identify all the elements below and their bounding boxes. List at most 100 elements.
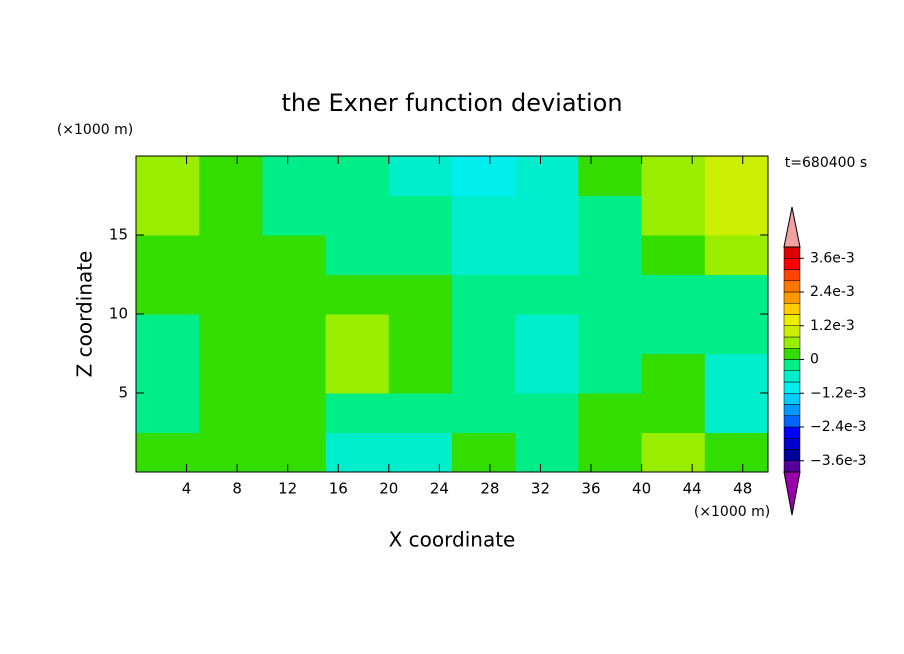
colorbar-box: [783, 246, 801, 259]
contour-cell: [199, 314, 263, 354]
contour-cell: [388, 235, 453, 275]
contour-cell: [199, 353, 263, 394]
x-tick-label: 16: [329, 480, 348, 498]
contour-cell: [388, 195, 453, 236]
contour-cell: [704, 195, 769, 236]
contour-cell: [452, 274, 516, 315]
contour-cell: [641, 314, 706, 354]
colorbar-box: [783, 404, 801, 416]
contour-cell: [136, 393, 200, 433]
contour-cell: [515, 156, 579, 196]
colorbar-box: [783, 381, 801, 394]
colorbar-extend-high: [783, 206, 801, 248]
colorbar-box: [783, 303, 801, 315]
x-tick-label: 44: [683, 480, 702, 498]
contour-cell: [515, 393, 579, 433]
colorbar-box: [783, 291, 801, 304]
contour-cell: [452, 353, 516, 394]
contour-cell: [325, 195, 390, 236]
contour-cell: [199, 195, 263, 236]
contour-cell: [452, 432, 516, 473]
colorbar-box: [783, 359, 801, 371]
contour-cell: [641, 393, 706, 433]
contour-cell: [325, 274, 390, 315]
time-label: t=680400 s: [785, 155, 867, 171]
contour-cell: [136, 235, 200, 275]
y-tick-label: 5: [118, 384, 128, 402]
contour-cell: [325, 393, 390, 433]
colorbar-box: [783, 258, 801, 270]
contour-cell: [641, 432, 706, 473]
y-axis-label: Z coordinate: [73, 251, 97, 378]
contour-cell: [199, 235, 263, 275]
contour-cell: [325, 314, 390, 354]
contour-cell: [704, 393, 769, 433]
contour-cell: [199, 432, 263, 473]
contour-cell: [578, 393, 643, 433]
colorbar-box: [783, 393, 801, 405]
x-tick-label: 28: [480, 480, 499, 498]
contour-cell: [388, 156, 453, 196]
colorbar-label: 2.4e-3: [810, 284, 855, 300]
contour-cell: [325, 353, 390, 394]
colorbar-extend-low: [783, 471, 801, 516]
contour-cell: [388, 274, 453, 315]
contour-cell: [452, 393, 516, 433]
contour-cell: [199, 274, 263, 315]
contour-cell: [515, 235, 579, 275]
y-tick-label: 10: [109, 305, 128, 323]
colorbar-label: −2.4e-3: [810, 419, 867, 435]
colorbar-box: [783, 370, 801, 383]
colorbar-box: [783, 438, 801, 450]
contour-cell: [578, 353, 643, 394]
contour-cell: [515, 353, 579, 394]
x-tick-label: 40: [632, 480, 651, 498]
x-tick-label: 48: [733, 480, 752, 498]
contour-cell: [704, 432, 769, 473]
contour-cell: [641, 353, 706, 394]
colorbar-label: 0: [810, 352, 819, 368]
contour-cell: [452, 195, 516, 236]
colorbar-box: [783, 269, 801, 281]
contour-cell: [262, 274, 327, 315]
x-axis-label: X coordinate: [389, 528, 516, 552]
contour-cell: [388, 393, 453, 433]
contour-cell: [136, 195, 200, 236]
colorbar-label: −1.2e-3: [810, 385, 867, 401]
contour-cell: [515, 195, 579, 236]
contour-cell: [704, 353, 769, 394]
contour-cell: [578, 195, 643, 236]
contour-cell: [641, 195, 706, 236]
colorbar-box: [783, 449, 801, 461]
contour-cell: [578, 314, 643, 354]
contour-cell: [325, 235, 390, 275]
contour-cell: [262, 235, 327, 275]
contour-cell: [704, 156, 769, 196]
contour-cell: [578, 156, 643, 196]
x-tick-label: 24: [430, 480, 449, 498]
x-tick-label: 36: [581, 480, 600, 498]
colorbar-box: [783, 280, 801, 293]
contour-cell: [262, 195, 327, 236]
contour-cell: [262, 156, 327, 196]
contour-cell: [704, 274, 769, 315]
contour-cell: [199, 156, 263, 196]
contour-cell: [704, 314, 769, 354]
colorbar-box: [783, 314, 801, 326]
contour-cell: [262, 432, 327, 473]
x-tick-label: 4: [182, 480, 192, 498]
colorbar-box: [783, 460, 801, 473]
colorbar-box: [783, 336, 801, 349]
contour-cell: [388, 353, 453, 394]
chart-title: the Exner function deviation: [281, 89, 622, 117]
contour-cell: [262, 314, 327, 354]
contour-cell: [199, 393, 263, 433]
colorbar-box: [783, 415, 801, 428]
contour-cell: [704, 235, 769, 275]
colorbar-label: −3.6e-3: [810, 453, 867, 469]
contour-cell: [578, 274, 643, 315]
contour-cell: [136, 274, 200, 315]
contour-cell: [515, 314, 579, 354]
x-unit: (×1000 m): [694, 504, 770, 520]
